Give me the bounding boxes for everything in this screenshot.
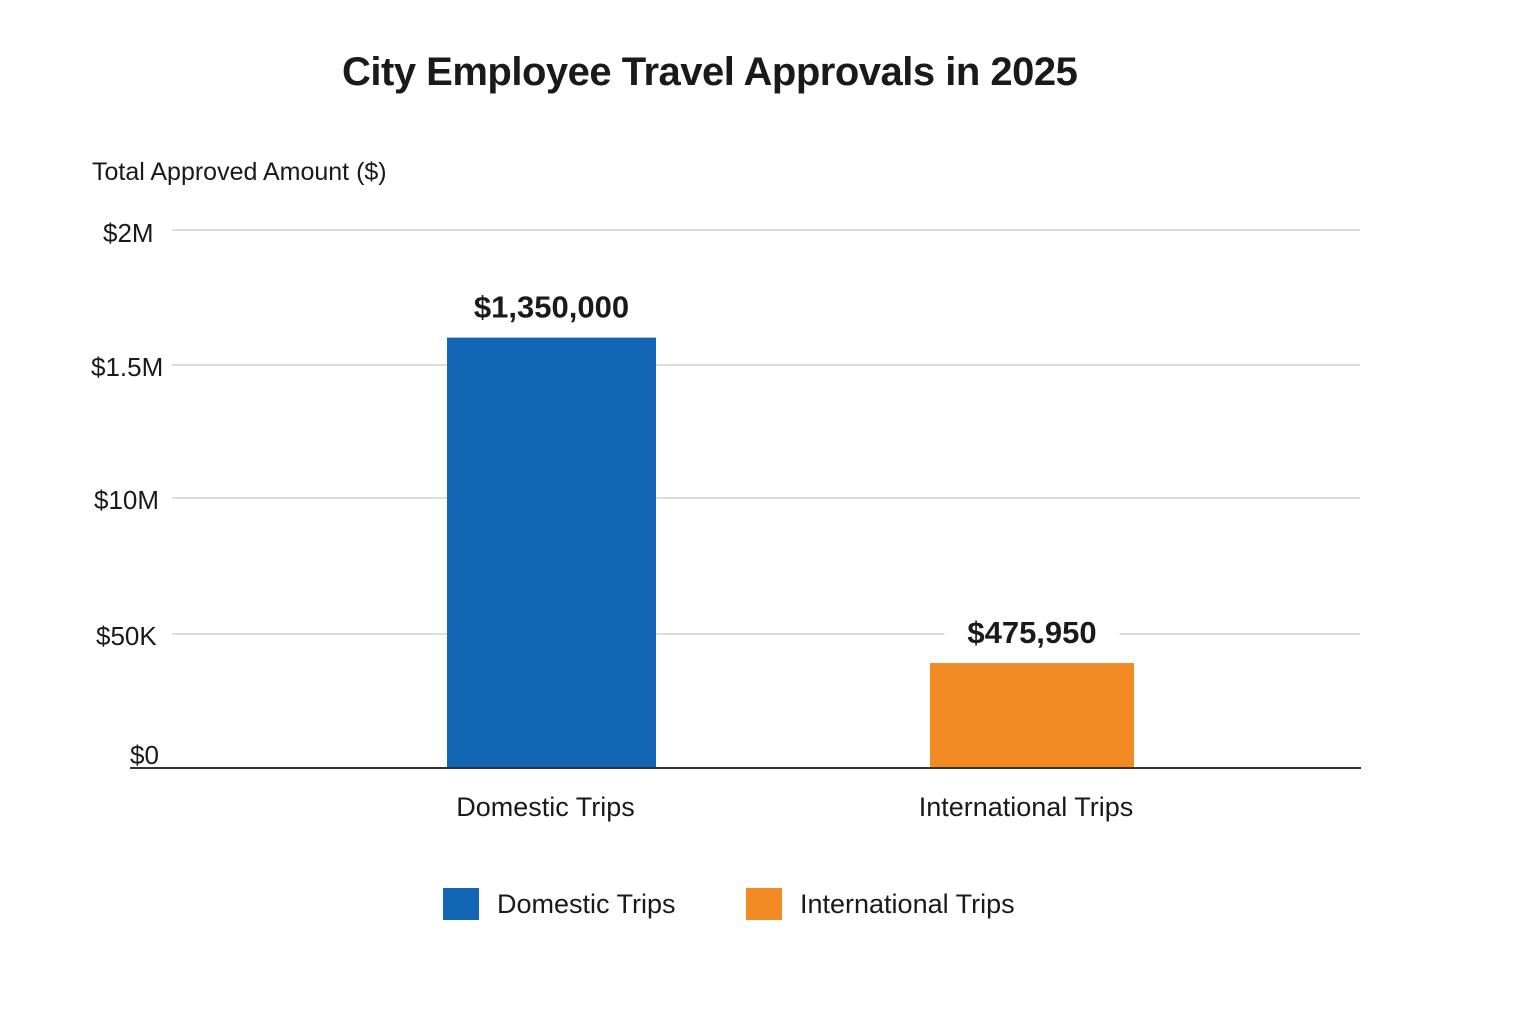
data-label: $1,350,000 bbox=[474, 290, 629, 325]
legend-label-domestic: Domestic Trips bbox=[497, 888, 676, 919]
legend-item-international: International Trips bbox=[746, 886, 1015, 922]
legend-label-international: International Trips bbox=[800, 888, 1015, 919]
bar bbox=[447, 337, 656, 768]
x-tick-label: International Trips bbox=[919, 792, 1134, 822]
legend: Domestic Trips International Trips bbox=[0, 886, 1536, 926]
chart-title: City Employee Travel Approvals in 2025 bbox=[342, 50, 1078, 94]
y-tick-label: $1.5M bbox=[91, 352, 163, 382]
data-label: $475,950 bbox=[967, 615, 1096, 650]
y-axis-label: Total Approved Amount ($) bbox=[92, 158, 387, 186]
y-tick-label: $50K bbox=[96, 621, 157, 651]
legend-item-domestic: Domestic Trips bbox=[443, 886, 676, 922]
data-label-backing bbox=[454, 287, 649, 328]
legend-swatch-international bbox=[746, 888, 782, 920]
legend-swatch-domestic bbox=[443, 888, 479, 920]
x-tick-label: Domestic Trips bbox=[456, 792, 635, 822]
bar bbox=[930, 663, 1134, 768]
y-tick-label: $10M bbox=[94, 485, 159, 515]
data-label-backing bbox=[944, 613, 1120, 654]
y-tick-label: $2M bbox=[103, 218, 154, 248]
y-tick-label: $0 bbox=[130, 740, 159, 770]
